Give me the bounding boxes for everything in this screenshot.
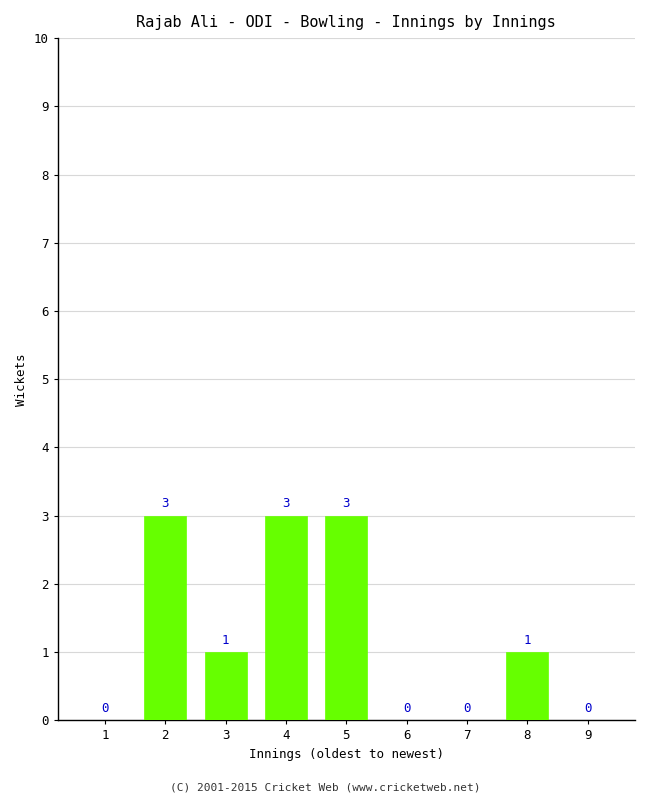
- Text: 3: 3: [343, 498, 350, 510]
- Y-axis label: Wickets: Wickets: [15, 353, 28, 406]
- Text: 0: 0: [584, 702, 592, 715]
- Bar: [205, 652, 247, 721]
- Bar: [325, 516, 367, 721]
- Text: 1: 1: [222, 634, 229, 646]
- Text: 3: 3: [282, 498, 290, 510]
- Title: Rajab Ali - ODI - Bowling - Innings by Innings: Rajab Ali - ODI - Bowling - Innings by I…: [136, 15, 556, 30]
- Text: 0: 0: [403, 702, 410, 715]
- Bar: [144, 516, 187, 721]
- Bar: [265, 516, 307, 721]
- Text: (C) 2001-2015 Cricket Web (www.cricketweb.net): (C) 2001-2015 Cricket Web (www.cricketwe…: [170, 782, 480, 792]
- Text: 0: 0: [463, 702, 471, 715]
- Text: 1: 1: [523, 634, 531, 646]
- Bar: [506, 652, 549, 721]
- Text: 0: 0: [101, 702, 109, 715]
- X-axis label: Innings (oldest to newest): Innings (oldest to newest): [249, 748, 444, 761]
- Text: 3: 3: [162, 498, 169, 510]
